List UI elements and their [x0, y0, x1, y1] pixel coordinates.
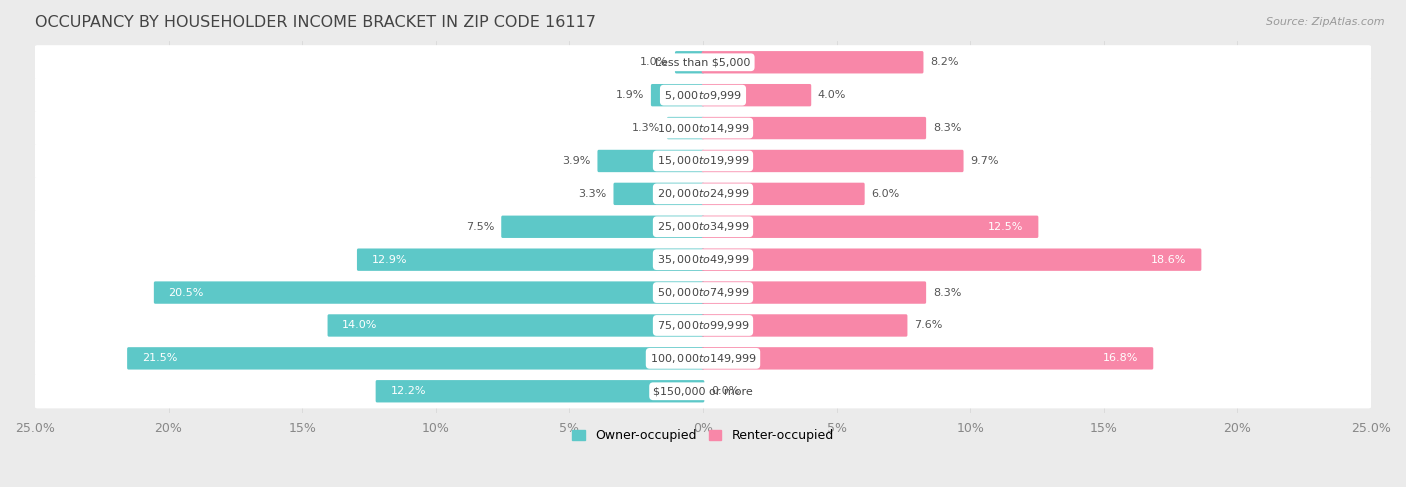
FancyBboxPatch shape — [702, 84, 811, 106]
FancyBboxPatch shape — [666, 117, 704, 139]
FancyBboxPatch shape — [34, 308, 1372, 342]
Text: 7.6%: 7.6% — [914, 320, 942, 331]
Text: 16.8%: 16.8% — [1104, 354, 1139, 363]
Text: 12.9%: 12.9% — [371, 255, 408, 264]
Text: $5,000 to $9,999: $5,000 to $9,999 — [664, 89, 742, 102]
FancyBboxPatch shape — [502, 216, 704, 238]
Text: 1.3%: 1.3% — [631, 123, 661, 133]
FancyBboxPatch shape — [598, 150, 704, 172]
Text: OCCUPANCY BY HOUSEHOLDER INCOME BRACKET IN ZIP CODE 16117: OCCUPANCY BY HOUSEHOLDER INCOME BRACKET … — [35, 15, 596, 30]
Text: 8.3%: 8.3% — [932, 123, 962, 133]
FancyBboxPatch shape — [34, 374, 1372, 409]
Text: 6.0%: 6.0% — [872, 189, 900, 199]
FancyBboxPatch shape — [702, 183, 865, 205]
Text: 1.0%: 1.0% — [640, 57, 668, 67]
Text: $75,000 to $99,999: $75,000 to $99,999 — [657, 319, 749, 332]
Text: 1.9%: 1.9% — [616, 90, 644, 100]
Text: 21.5%: 21.5% — [142, 354, 177, 363]
FancyBboxPatch shape — [34, 144, 1372, 178]
FancyBboxPatch shape — [702, 281, 927, 304]
Text: 4.0%: 4.0% — [818, 90, 846, 100]
Text: 8.2%: 8.2% — [931, 57, 959, 67]
FancyBboxPatch shape — [34, 111, 1372, 145]
Text: 20.5%: 20.5% — [169, 287, 204, 298]
FancyBboxPatch shape — [651, 84, 704, 106]
Text: $15,000 to $19,999: $15,000 to $19,999 — [657, 154, 749, 168]
Text: $25,000 to $34,999: $25,000 to $34,999 — [657, 220, 749, 233]
FancyBboxPatch shape — [34, 45, 1372, 79]
FancyBboxPatch shape — [702, 314, 907, 337]
FancyBboxPatch shape — [702, 51, 924, 74]
Legend: Owner-occupied, Renter-occupied: Owner-occupied, Renter-occupied — [568, 424, 838, 447]
Text: 7.5%: 7.5% — [467, 222, 495, 232]
FancyBboxPatch shape — [613, 183, 704, 205]
FancyBboxPatch shape — [34, 78, 1372, 112]
FancyBboxPatch shape — [357, 248, 704, 271]
Text: $10,000 to $14,999: $10,000 to $14,999 — [657, 122, 749, 134]
Text: $150,000 or more: $150,000 or more — [654, 386, 752, 396]
FancyBboxPatch shape — [702, 216, 1039, 238]
FancyBboxPatch shape — [34, 341, 1372, 375]
Text: Less than $5,000: Less than $5,000 — [655, 57, 751, 67]
FancyBboxPatch shape — [34, 177, 1372, 211]
Text: $35,000 to $49,999: $35,000 to $49,999 — [657, 253, 749, 266]
FancyBboxPatch shape — [702, 150, 963, 172]
Text: $20,000 to $24,999: $20,000 to $24,999 — [657, 187, 749, 200]
FancyBboxPatch shape — [153, 281, 704, 304]
FancyBboxPatch shape — [702, 347, 1153, 370]
FancyBboxPatch shape — [328, 314, 704, 337]
FancyBboxPatch shape — [702, 117, 927, 139]
FancyBboxPatch shape — [702, 248, 1201, 271]
Text: 3.9%: 3.9% — [562, 156, 591, 166]
Text: 8.3%: 8.3% — [932, 287, 962, 298]
Text: 18.6%: 18.6% — [1152, 255, 1187, 264]
Text: $100,000 to $149,999: $100,000 to $149,999 — [650, 352, 756, 365]
FancyBboxPatch shape — [34, 276, 1372, 310]
FancyBboxPatch shape — [34, 210, 1372, 244]
Text: 14.0%: 14.0% — [342, 320, 378, 331]
Text: 3.3%: 3.3% — [578, 189, 607, 199]
Text: 12.5%: 12.5% — [988, 222, 1024, 232]
Text: 0.0%: 0.0% — [711, 386, 740, 396]
Text: 12.2%: 12.2% — [391, 386, 426, 396]
Text: $50,000 to $74,999: $50,000 to $74,999 — [657, 286, 749, 299]
FancyBboxPatch shape — [675, 51, 704, 74]
FancyBboxPatch shape — [375, 380, 704, 402]
FancyBboxPatch shape — [34, 243, 1372, 277]
Text: 9.7%: 9.7% — [970, 156, 998, 166]
Text: Source: ZipAtlas.com: Source: ZipAtlas.com — [1267, 17, 1385, 27]
FancyBboxPatch shape — [127, 347, 704, 370]
